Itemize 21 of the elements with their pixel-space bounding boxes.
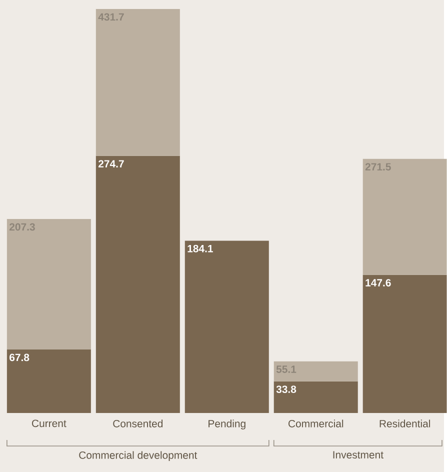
data-label: 147.6 [366,279,391,286]
bar [7,350,92,413]
bar [274,361,358,382]
bar [96,8,180,156]
bar [362,274,447,413]
data-label: 67.8 [10,354,30,362]
x-tick-label: Consented [113,420,163,428]
bar [96,156,180,413]
x-tick-label: Commercial [288,420,344,428]
x-tick-label: Current [32,420,66,428]
bar [274,381,358,413]
data-label: 33.8 [276,386,296,393]
data-label: 274.7 [98,160,124,168]
bar [7,219,92,350]
bar [362,158,447,275]
data-label: 184.1 [188,244,214,252]
text: Commercial development [79,451,198,461]
text: Investment [333,451,384,458]
bar [184,240,269,413]
x-tick-label: Residential [380,420,430,428]
x-tick-label: Pending [208,420,246,430]
